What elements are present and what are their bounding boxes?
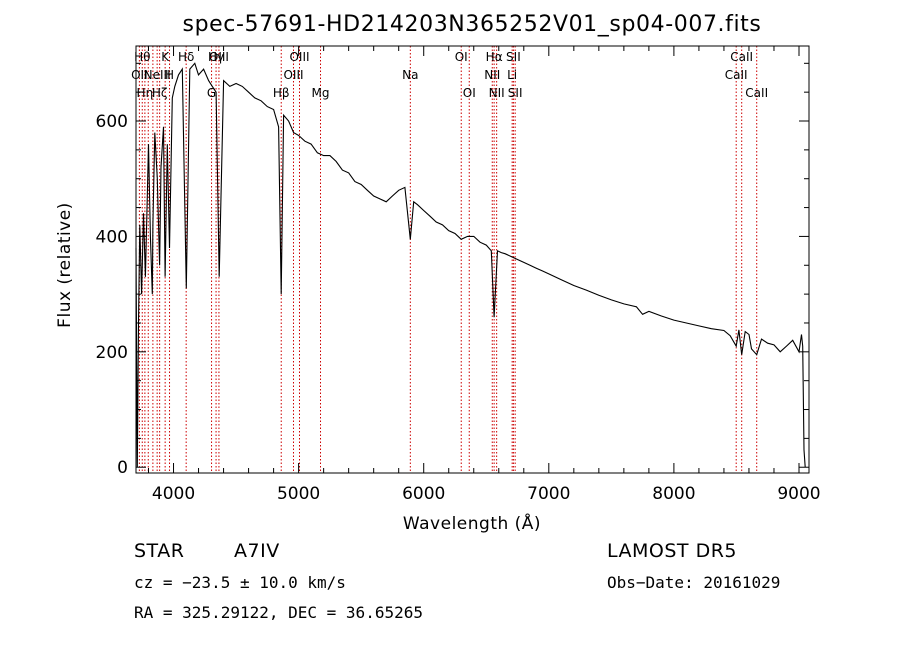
spectral-line-label: OII [131, 68, 148, 82]
spectral-line-label: Hγ [208, 50, 224, 64]
y-tick-label: 600 [96, 112, 128, 132]
spectral-line-label: CaII [725, 68, 748, 82]
spectral-line-label: NII [484, 68, 500, 82]
spectral-line-label: Na [402, 68, 418, 82]
spectral-line-label: CaII [745, 86, 768, 100]
survey-name: LAMOST DR5 [607, 540, 737, 562]
spectral-line-label: CaII [730, 50, 753, 64]
y-tick-label: 200 [96, 343, 128, 363]
coordinates-readout: RA = 325.29122, DEC = 36.65265 [134, 603, 423, 622]
spectral-line-label: H [165, 68, 174, 82]
spectral-line-label: OIII [283, 68, 303, 82]
spectral-line-label: Hα [486, 50, 503, 64]
spectral-line-label: K [161, 50, 170, 64]
tick-labels: 4000 5000 6000 7000 8000 9000 0 200 400 600 [96, 112, 821, 504]
spectrum-line [135, 62, 806, 468]
y-tick-label: 0 [117, 458, 128, 478]
spectrum-chart: spec-57691-HD214203N365252V01_sp04-007.f… [55, 12, 821, 534]
x-tick-label: 6000 [402, 484, 445, 504]
observation-date: Obs−Date: 20161029 [607, 573, 781, 592]
x-tick-label: 7000 [527, 484, 570, 504]
y-tick-label: 400 [96, 227, 128, 247]
spectral-line-label: SII [508, 86, 523, 100]
x-tick-label: 8000 [652, 484, 695, 504]
x-tick-label: 4000 [152, 484, 195, 504]
axis-ticks [136, 46, 809, 473]
spectral-line-label: OI [455, 50, 468, 64]
y-axis-label: Flux (relative) [55, 202, 75, 328]
chart-title: spec-57691-HD214203N365252V01_sp04-007.f… [183, 12, 762, 37]
spectral-line-label: Hβ [273, 86, 290, 100]
spectral-line-label: OI [463, 86, 476, 100]
spectral-line-label: OIII [289, 50, 309, 64]
spectral-line-label: SII [506, 50, 521, 64]
spectral-line-label: Mg [312, 86, 330, 100]
plot-frame [135, 45, 810, 474]
x-tick-label: 5000 [277, 484, 320, 504]
spectral-line-label: Hδ [178, 50, 194, 64]
spectral-line-label: Hη [137, 86, 154, 100]
redshift-readout: cz = −23.5 ± 10.0 km/s [134, 573, 346, 592]
spectral-line-labels: OIIHθHηNeIIIHζKHHδGHγOIIIHβOIIIOIIIMgNaO… [131, 50, 768, 100]
spectral-line-label: OIII [209, 50, 229, 64]
spectral-line-markers [138, 46, 758, 473]
spectral-line-label: Hζ [152, 86, 168, 100]
spectral-subclass: A7IV [234, 540, 280, 562]
x-tick-label: 9000 [777, 484, 820, 504]
spectral-line-label: Hθ [134, 50, 150, 64]
spectral-line-label: NII [489, 86, 505, 100]
spectral-line-label: G [207, 86, 216, 100]
spectral-line-label: Li [507, 68, 517, 82]
object-class: STAR [134, 540, 185, 562]
spectral-line-label: NeIII [144, 68, 171, 82]
x-axis-label: Wavelength (Å) [403, 512, 541, 534]
